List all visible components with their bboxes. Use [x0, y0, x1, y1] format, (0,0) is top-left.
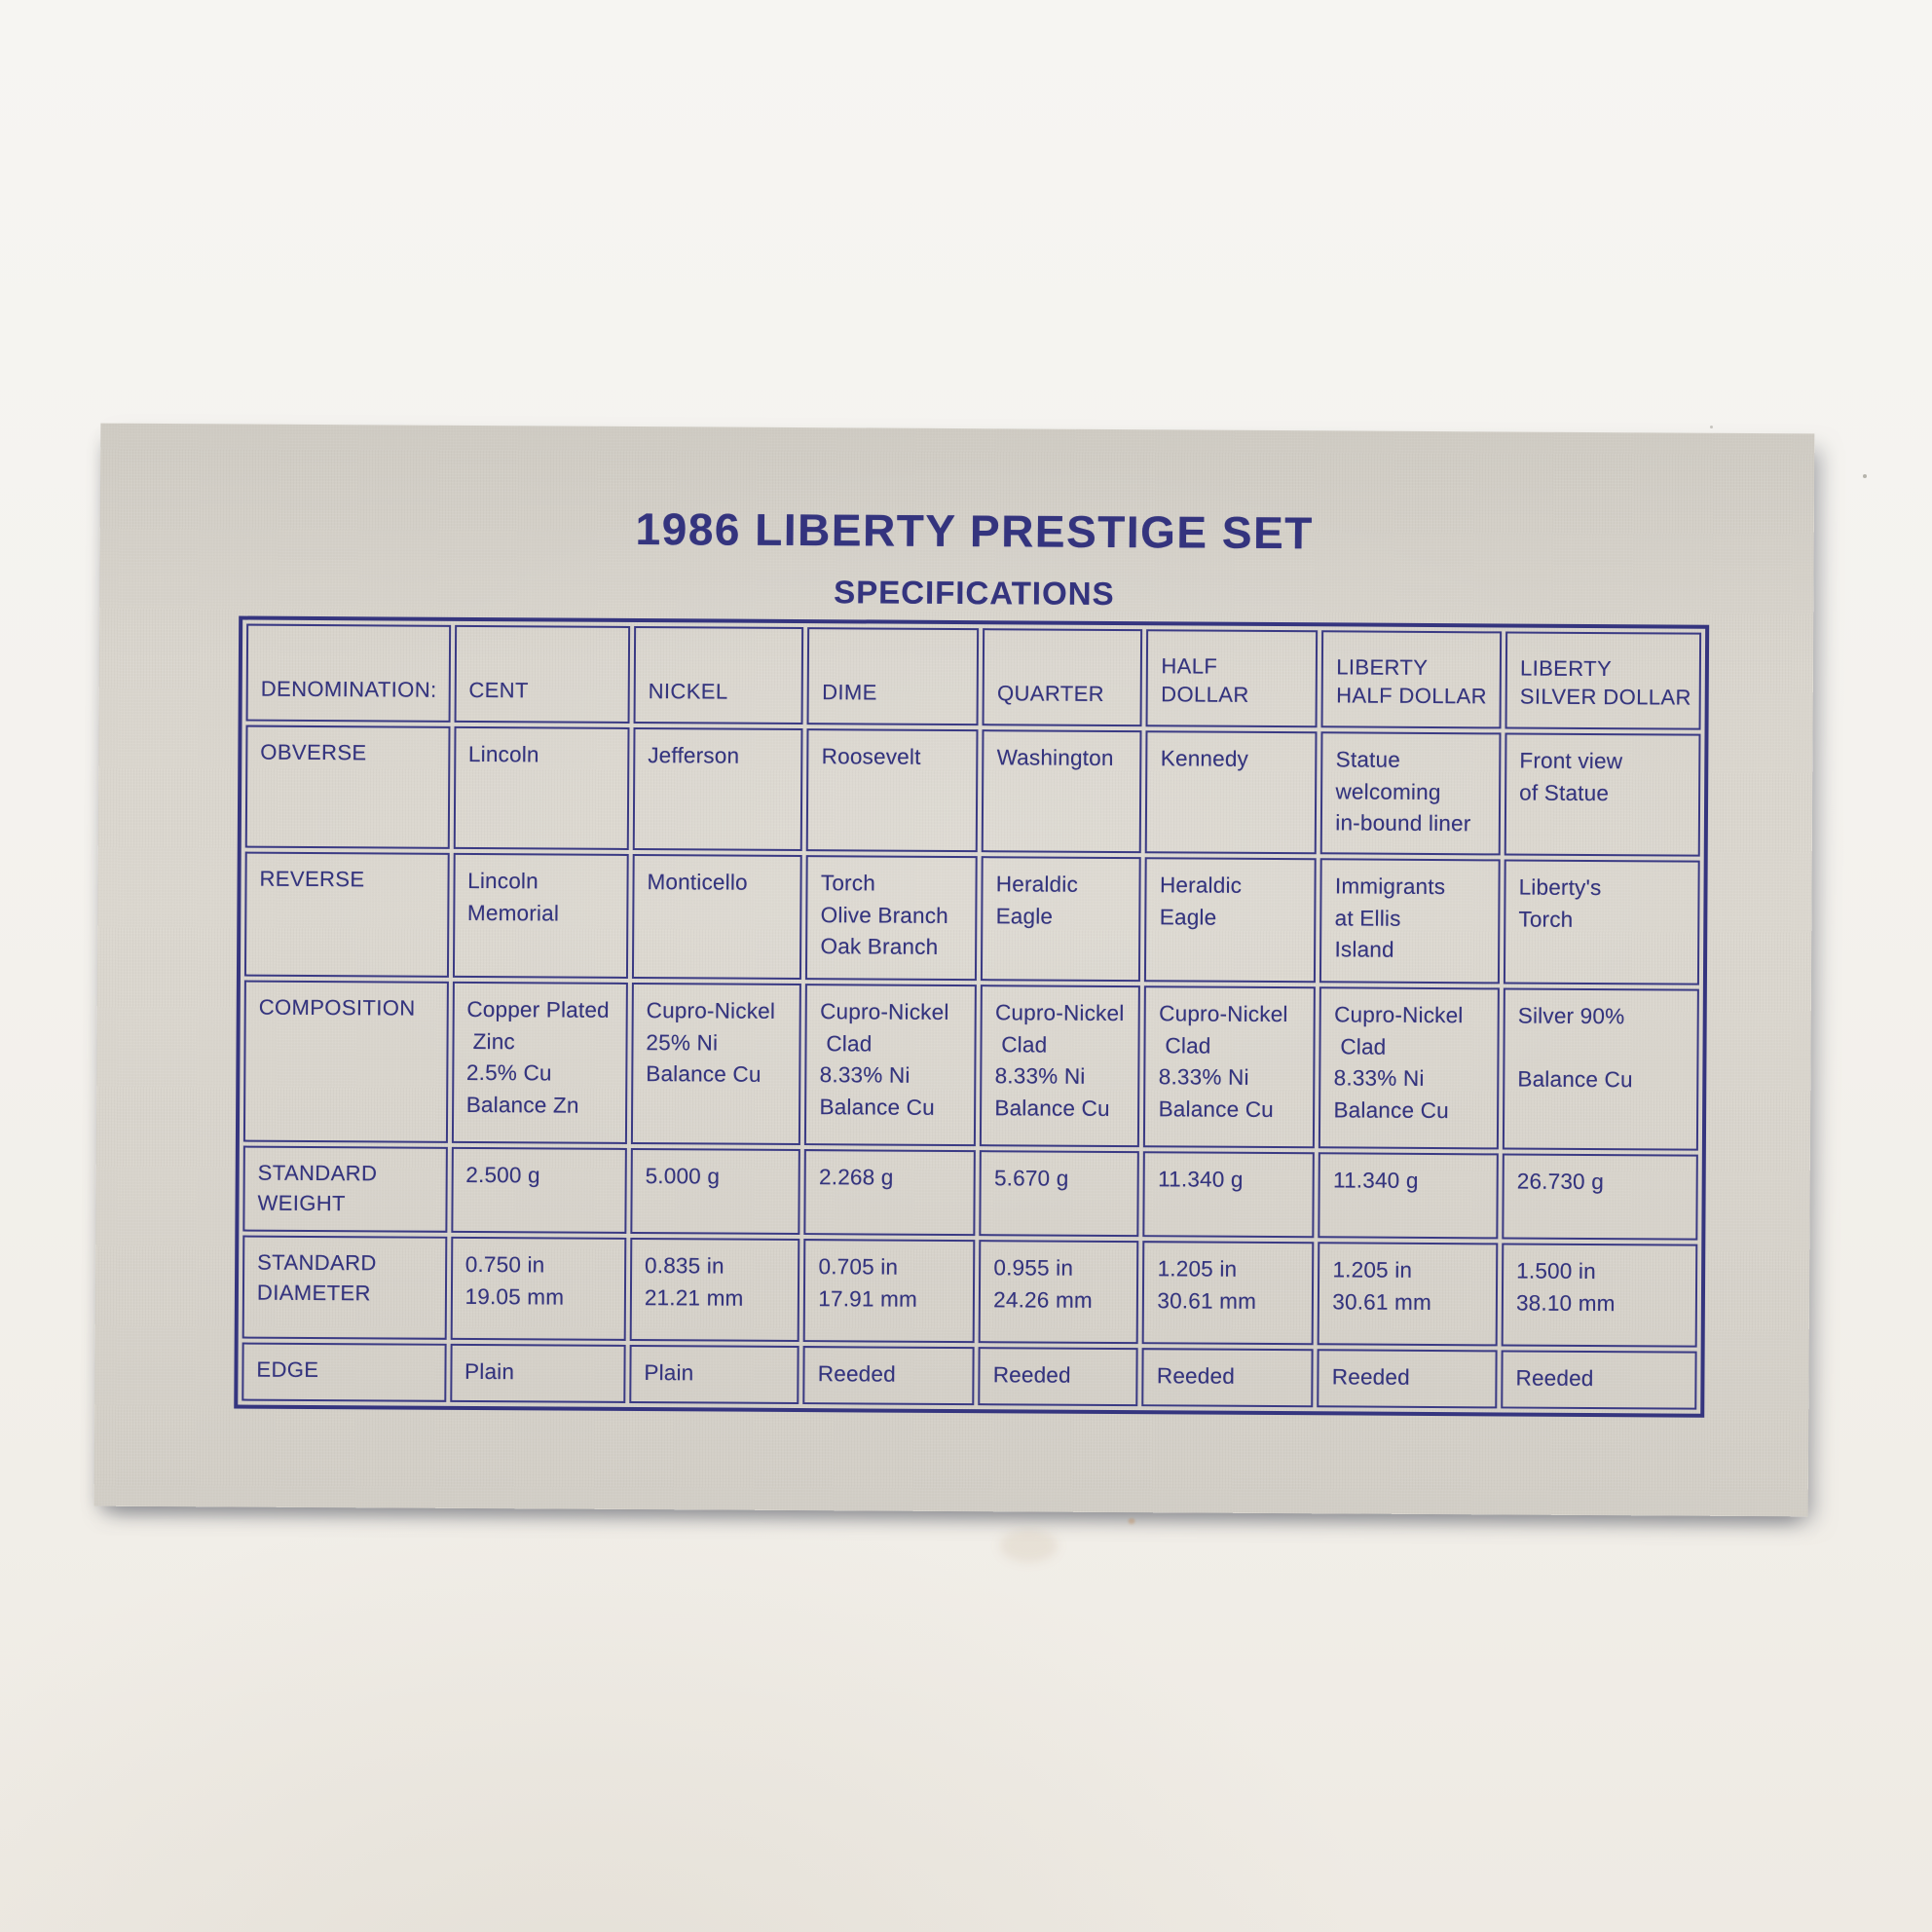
table-cell: 11.340 g — [1318, 1152, 1499, 1240]
table-cell: Reeded — [978, 1347, 1139, 1407]
table-cell: 1.205 in 30.61 mm — [1318, 1242, 1499, 1347]
row-label-cell: OBVERSE — [244, 724, 451, 849]
table-cell: Lincoln — [453, 725, 630, 850]
table-cell: Plain — [629, 1344, 800, 1405]
table-cell: Roosevelt — [806, 728, 979, 853]
table-cell: 0.750 in 19.05 mm — [450, 1236, 627, 1341]
table-cell: Reeded — [1141, 1348, 1315, 1408]
column-header-cell: HALF DOLLAR — [1146, 629, 1319, 728]
table-cell: Immigrants at Ellis Island — [1319, 858, 1501, 985]
dust-speck — [1863, 474, 1867, 478]
column-header-cell: CENT — [454, 624, 631, 724]
table-header-row: DENOMINATION: CENT NICKEL DIME QUARTER HALF D… — [245, 623, 1702, 730]
table-cell: Washington — [982, 729, 1142, 854]
table-cell: Cupro-Nickel 25% Ni Balance Cu — [630, 982, 802, 1146]
table-cell: Torch Olive Branch Oak Branch — [805, 855, 979, 982]
table-cell: Liberty's Torch — [1504, 859, 1700, 985]
row-label-cell: COMPOSITION — [242, 980, 449, 1143]
table-cell: Plain — [449, 1343, 626, 1403]
table-row: COMPOSITION Copper Plated Zinc 2.5% Cu Ba… — [242, 980, 1699, 1151]
column-header-cell: NICKEL — [633, 625, 804, 725]
card-title: 1986 LIBERTY PRESTIGE SET — [635, 502, 1315, 559]
table-cell: Jefferson — [632, 726, 803, 852]
card-stain — [999, 1529, 1059, 1563]
table-cell: 26.730 g — [1502, 1153, 1698, 1241]
card-stain — [1128, 1518, 1135, 1525]
table-cell: Cupro-Nickel Clad 8.33% Ni Balance Cu — [1143, 985, 1317, 1149]
table-cell: Monticello — [631, 853, 803, 981]
table-cell: 1.205 in 30.61 mm — [1142, 1241, 1315, 1346]
column-header-cell: QUARTER — [982, 628, 1143, 727]
row-label-cell: STANDARD WEIGHT — [242, 1145, 448, 1233]
table-cell: Reeded — [1317, 1349, 1498, 1409]
specification-card: 1986 LIBERTY PRESTIGE SET SPECIFICATIONS… — [93, 423, 1815, 1563]
table-row: OBVERSE Lincoln Jefferson Roosevelt Washingt… — [244, 724, 1701, 857]
table-cell: Statue welcoming in-bound liner — [1320, 731, 1502, 856]
table-cell: 0.835 in 21.21 mm — [629, 1237, 800, 1343]
row-label-cell: EDGE — [242, 1342, 447, 1402]
table-cell: Reeded — [802, 1346, 975, 1406]
corner-header-cell: DENOMINATION: — [245, 623, 451, 723]
table-cell: Cupro-Nickel Clad 8.33% Ni Balance Cu — [1319, 986, 1500, 1150]
table-cell: Heraldic Eagle — [1144, 857, 1318, 984]
table-cell: 2.500 g — [450, 1146, 627, 1234]
table-row: STANDARD DIAMETER 0.750 in 19.05 mm 0.835 … — [242, 1235, 1698, 1348]
table-row: REVERSE Lincoln Memorial Monticello Torch O… — [243, 851, 1700, 985]
table-cell: Cupro-Nickel Clad 8.33% Ni Balance Cu — [980, 985, 1141, 1148]
table-cell: Heraldic Eagle — [981, 856, 1142, 983]
table-cell: Reeded — [1501, 1350, 1697, 1410]
column-header-cell: LIBERTY SILVER DOLLAR — [1505, 631, 1702, 730]
row-label-cell: REVERSE — [243, 851, 450, 978]
table-cell: Cupro-Nickel Clad 8.33% Ni Balance Cu — [804, 984, 978, 1147]
dust-speck — [1710, 426, 1713, 428]
table-cell: 5.670 g — [979, 1150, 1140, 1238]
table-row: EDGE Plain Plain Reeded Reeded Reeded Reeded Re… — [242, 1342, 1697, 1410]
table-cell: Front view of Statue — [1504, 732, 1701, 857]
table-cell: Kennedy — [1145, 730, 1318, 855]
spec-table: DENOMINATION: CENT NICKEL DIME QUARTER HALF D… — [234, 615, 1710, 1418]
card-subtitle: SPECIFICATIONS — [834, 574, 1115, 612]
table-cell: 2.268 g — [803, 1149, 977, 1237]
table-cell: 5.000 g — [630, 1147, 801, 1236]
table-row: STANDARD WEIGHT 2.500 g 5.000 g 2.268 g 5.67… — [242, 1145, 1698, 1241]
table-cell: 0.955 in 24.26 mm — [978, 1240, 1139, 1345]
column-header-cell: DIME — [806, 627, 980, 726]
table-cell: 11.340 g — [1142, 1151, 1316, 1239]
row-label-cell: STANDARD DIAMETER — [242, 1235, 447, 1340]
column-header-cell: LIBERTY HALF DOLLAR — [1320, 630, 1503, 729]
table-cell: Lincoln Memorial — [452, 852, 629, 979]
table-cell: 0.705 in 17.91 mm — [803, 1239, 976, 1344]
table-cell: Silver 90% Balance Cu — [1502, 987, 1699, 1151]
table-cell: 1.500 in 38.10 mm — [1501, 1243, 1698, 1348]
table-cell: Copper Plated Zinc 2.5% Cu Balance Zn — [451, 981, 628, 1144]
